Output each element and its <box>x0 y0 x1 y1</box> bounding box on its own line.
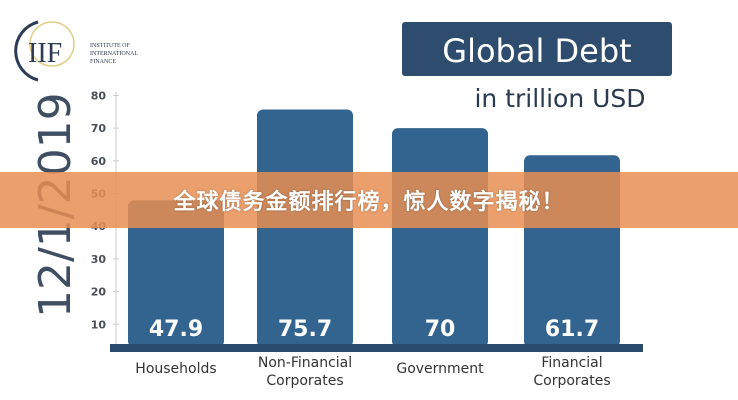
data-label: 75.7 <box>278 317 332 342</box>
chart-subtitle: in trillion USD <box>474 84 645 113</box>
y-tick-label: 30 <box>91 253 107 266</box>
title-box <box>402 22 672 76</box>
bar <box>257 109 353 347</box>
headline-banner: 全球债务金额排行榜，惊人数字揭秘！ <box>0 172 738 228</box>
chart-title: Global Debt <box>442 32 631 70</box>
data-label: 47.9 <box>149 317 203 342</box>
y-tick-label: 10 <box>91 318 107 331</box>
y-tick-label: 60 <box>91 155 107 168</box>
y-tick-label: 80 <box>91 89 107 102</box>
logo-line-3: FINANCE <box>90 59 116 65</box>
x-tick-label: Corporates <box>266 373 343 389</box>
bar <box>128 200 224 347</box>
bar <box>392 128 488 347</box>
x-tick-label: Corporates <box>533 373 610 389</box>
y-tick-label: 70 <box>91 122 107 135</box>
data-label: 70 <box>425 317 456 342</box>
x-tick-label: Non-Financial <box>258 355 352 371</box>
y-tick-label: 20 <box>91 286 107 299</box>
baseline <box>110 344 643 352</box>
logo-mark: IIF <box>28 38 62 69</box>
x-tick-label: Financial <box>541 355 602 371</box>
data-label: 61.7 <box>545 317 599 342</box>
globe-icon <box>29 21 75 67</box>
logo-line-2: INTERNATIONAL <box>90 51 138 57</box>
headline-text: 全球债务金额排行榜，惊人数字揭秘！ <box>173 190 565 215</box>
x-tick-label: Households <box>135 361 216 377</box>
logo-line-1: INSTITUTE OF <box>90 43 130 49</box>
iif-logo: IIF INSTITUTE OF INTERNATIONAL FINANCE <box>14 20 138 82</box>
logo-arc <box>14 20 39 82</box>
x-tick-label: Government <box>396 361 484 377</box>
